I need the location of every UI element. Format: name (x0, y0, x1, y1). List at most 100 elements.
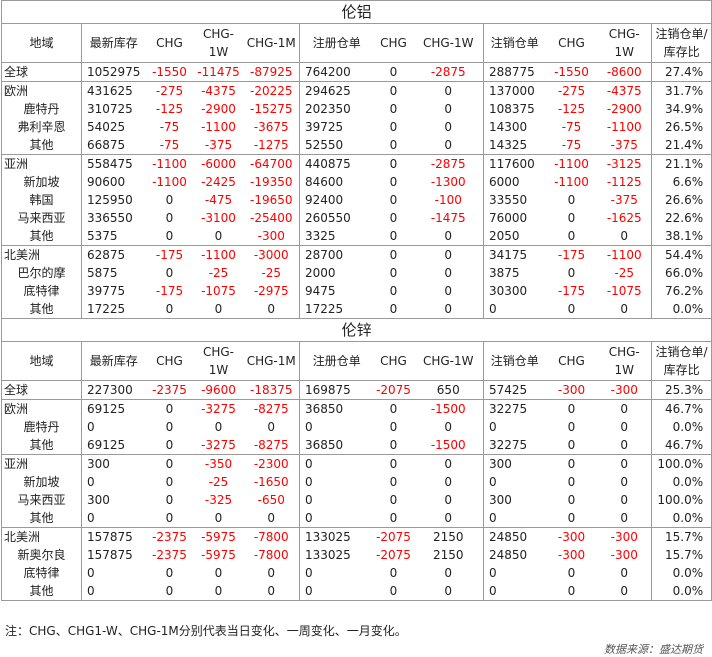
column-header-reg-chg: CHG (373, 341, 414, 381)
cell-latest-stock: 66875 (81, 136, 146, 155)
cell-chg-1m: -2300 (253, 457, 289, 471)
cell-registered-warrants: 39725 (299, 118, 374, 136)
cell-reg-chg-1w: 0 (444, 566, 453, 580)
cell-latest-stock: 310725 (81, 100, 146, 118)
table-row: 其他 66875 -75 -375 -1275 52550 0 0 14325 -75 -375 21… (1, 136, 712, 155)
cell-cancelled-warrants: 0 (483, 564, 546, 582)
cell-chg: -1100 (152, 157, 187, 171)
cell-reg-chg: 0 (373, 227, 414, 246)
cell-latest-stock: 431625 (81, 81, 146, 100)
cell-chg-1m: -87925 (243, 62, 300, 82)
cell-cancelled-warrants: 14300 (483, 118, 546, 136)
column-header-reg-chg-1w: CHG-1W (413, 23, 484, 63)
cell-can-chg-1w: -1125 (606, 175, 642, 189)
table-row: 马来西亚 336550 0 -3100 -25400 260550 0 -1475 76000 0… (1, 209, 712, 227)
cell-cancelled-warrants: 57425 (483, 380, 546, 400)
cell-can-chg: 0 (567, 420, 576, 434)
cell-reg-chg: 0 (389, 175, 398, 189)
cell-cancel-ratio: 0.0% (650, 582, 712, 601)
cell-registered-warrants: 9475 (299, 282, 374, 300)
cell-can-chg-1w: 0 (620, 420, 629, 434)
cell-region: 北美洲 (1, 527, 82, 546)
cell-reg-chg: 0 (389, 266, 398, 280)
cell-chg-1m: -25 (261, 266, 282, 280)
cell-latest-stock: 39775 (81, 282, 146, 300)
cell-reg-chg-1w: -100 (434, 193, 462, 207)
cell-chg-1m: -1275 (243, 136, 300, 155)
cell-registered-warrants: 84600 (299, 173, 374, 191)
cell-region: 马来西亚 (1, 209, 82, 227)
cell-reg-chg-1w: 650 (413, 380, 484, 400)
cell-chg-1w: -6000 (201, 157, 236, 171)
cell-registered-warrants: 202350 (299, 100, 374, 118)
cell-chg-1m: -19350 (249, 175, 293, 189)
cell-cancelled-warrants: 30300 (483, 282, 546, 300)
cell-can-chg: -1550 (545, 62, 598, 82)
cell-registered-warrants: 169875 (299, 380, 374, 400)
table-row: 其他 17225 0 0 0 17225 0 0 0 0 0 0.0% (1, 300, 712, 319)
cell-can-chg: 0 (567, 402, 576, 416)
cell-can-chg: -300 (545, 380, 598, 400)
cell-chg: -1100 (152, 175, 187, 189)
source-credit: 数据来源：盛达期货 (604, 643, 703, 656)
cell-can-chg: 0 (567, 475, 576, 489)
cell-registered-warrants: 0 (299, 491, 374, 509)
table-row: 底特律 39775 -175 -1075 -2975 9475 0 0 30300 -175 -10… (1, 282, 712, 300)
cell-can-chg-1w: -1100 (606, 120, 642, 134)
cell-region: 其他 (1, 436, 82, 455)
cell-chg: -2375 (152, 530, 187, 544)
cell-latest-stock: 300 (81, 454, 146, 473)
cell-chg-1m: 0 (243, 509, 300, 528)
cell-reg-chg: 0 (389, 475, 398, 489)
cell-reg-chg-1w: -2875 (413, 62, 484, 82)
cell-chg-1w: -1075 (201, 284, 236, 298)
cell-chg-1m: -20225 (249, 84, 293, 98)
cell-cancelled-warrants: 0 (483, 509, 546, 528)
column-header-registered-warrants: 注册仓单 (299, 341, 374, 381)
cell-chg-1m: 0 (267, 420, 276, 434)
table-row: 鹿特丹 310725 -125 -2900 -15275 202350 0 0 108375 -1… (1, 100, 712, 118)
cell-cancelled-warrants: 117600 (483, 154, 546, 173)
cell-reg-chg: 0 (389, 420, 398, 434)
column-header-cancel-ratio: 注销仓单/库存比 (650, 23, 712, 63)
cell-latest-stock: 69125 (81, 436, 146, 455)
cell-reg-chg-1w: -2875 (430, 157, 466, 171)
cell-chg: 0 (165, 193, 174, 207)
cell-latest-stock: 157875 (81, 546, 146, 564)
cell-reg-chg-1w: 2150 (432, 548, 464, 562)
cell-region: 亚洲 (1, 454, 82, 473)
cell-reg-chg: 0 (389, 457, 398, 471)
section-title: 伦锌 (0, 318, 712, 342)
table-row: 底特律 0 0 0 0 0 0 0 0 0 0 0.0% (1, 564, 712, 582)
cell-latest-stock: 90600 (81, 173, 146, 191)
table-row: 其他 0 0 0 0 0 0 0 0 0 0 0.0% (1, 582, 712, 601)
cell-registered-warrants: 0 (299, 418, 374, 436)
cell-chg-1m: 0 (243, 300, 300, 319)
table-row: 巴尔的摩 5875 0 -25 -25 2000 0 0 3875 0 -25 66.0% (1, 264, 712, 282)
cell-reg-chg: 0 (373, 62, 414, 82)
table-row: 其他 0 0 0 0 0 0 0 0 0 0 0.0% (1, 509, 712, 528)
cell-cancel-ratio: 0.0% (650, 473, 712, 491)
cell-can-chg-1w: -375 (610, 193, 638, 207)
cell-chg-1w: -2425 (201, 175, 236, 189)
cell-latest-stock: 227300 (81, 380, 146, 400)
table-row: 欧洲 69125 0 -3275 -8275 36850 0 -1500 32275 0 0 46.7… (1, 399, 712, 418)
cell-can-chg: 0 (567, 211, 576, 225)
cell-chg: 0 (145, 582, 194, 601)
cell-registered-warrants: 294625 (299, 81, 374, 100)
cell-chg-1m: -8275 (243, 436, 300, 455)
cell-chg: -175 (155, 284, 184, 298)
cell-can-chg: 0 (545, 509, 598, 528)
cell-chg-1m: -3000 (253, 248, 289, 262)
cell-latest-stock: 157875 (81, 527, 146, 546)
cell-chg-1w: -325 (204, 493, 233, 507)
section-title: 伦铝 (0, 0, 712, 24)
table-row: 新加坡 90600 -1100 -2425 -19350 84600 0 -1300 6000-… (1, 173, 712, 191)
cell-chg-1w: 0 (214, 420, 223, 434)
cell-cancel-ratio: 46.7% (650, 399, 712, 418)
column-header-can-chg: CHG (545, 341, 598, 381)
cell-reg-chg: 0 (389, 493, 398, 507)
cell-chg-1w: 0 (193, 582, 244, 601)
column-header-can-chg-1w: CHG-1W (597, 341, 652, 381)
cell-chg-1m: -650 (257, 493, 285, 507)
